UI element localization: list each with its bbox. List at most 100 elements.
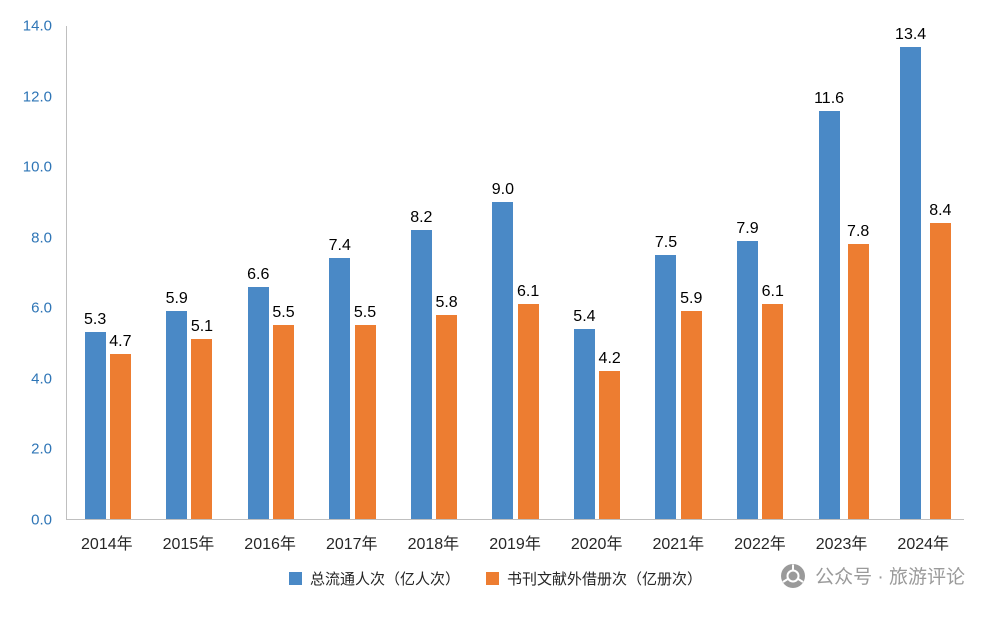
legend-swatch-icon bbox=[288, 572, 302, 585]
bar-series-2 bbox=[929, 223, 951, 519]
bar-group: 13.4 8.4 bbox=[882, 26, 964, 519]
bar-column: 8.4 bbox=[929, 26, 951, 519]
bar-column: 5.8 bbox=[435, 26, 458, 519]
bar-column: 13.4 bbox=[895, 26, 926, 519]
y-tick-label: 2.0 bbox=[31, 440, 52, 458]
y-tick-label: 10.0 bbox=[22, 158, 52, 176]
watermark-text: 公众号 · 旅游评论 bbox=[815, 567, 965, 588]
y-tick-label: 4.0 bbox=[31, 370, 52, 388]
legend-swatch-icon bbox=[486, 572, 499, 585]
x-axis-label: 2014年 bbox=[81, 536, 133, 553]
x-axis-label: 2022年 bbox=[734, 536, 786, 553]
bar-series-2 bbox=[191, 339, 213, 519]
bar-column: 5.9 bbox=[166, 26, 188, 519]
bar-column: 8.2 bbox=[410, 26, 432, 519]
bar-value-label: 7.8 bbox=[847, 223, 870, 241]
x-axis-label: 2024年 bbox=[897, 536, 950, 553]
bar-value-label: 5.8 bbox=[435, 293, 458, 311]
bar-group: 5.4 4.2 bbox=[556, 26, 638, 519]
bar-value-label: 5.9 bbox=[680, 290, 703, 308]
bar-value-label: 4.2 bbox=[598, 350, 621, 368]
y-tick-label: 8.0 bbox=[31, 229, 52, 247]
watermark-logo-icon bbox=[781, 563, 806, 588]
bar-value-label: 8.2 bbox=[410, 209, 433, 227]
plot-area: 5.3 4.7 5.9 5.1 6.6 5.5 7.4 5.5 8.2 5.8 9.0 6.1 5.4 4… bbox=[66, 26, 964, 520]
bar-value-label: 7.5 bbox=[654, 233, 678, 251]
bar-value-label: 5.1 bbox=[190, 318, 214, 336]
y-tick-label: 12.0 bbox=[22, 88, 52, 106]
watermark: 公众号 · 旅游评论 bbox=[780, 562, 965, 589]
bar-value-label: 5.5 bbox=[272, 304, 295, 322]
bar-series-2 bbox=[272, 325, 294, 519]
bar-series-2 bbox=[517, 304, 539, 519]
bar-series-1 bbox=[818, 110, 840, 519]
legend-label: 书刊文献外借册次（亿册次） bbox=[507, 571, 703, 588]
x-axis-label: 2021年 bbox=[652, 536, 705, 553]
bar-column: 6.1 bbox=[517, 26, 539, 519]
x-axis-label: 2023年 bbox=[815, 536, 868, 553]
bar-value-label: 9.0 bbox=[491, 181, 514, 199]
bar-series-2 bbox=[762, 304, 784, 519]
y-tick-label: 14.0 bbox=[22, 17, 52, 35]
bar-series-1 bbox=[492, 202, 514, 519]
bar-column: 4.2 bbox=[599, 26, 621, 519]
legend-label: 总流通人次（亿人次） bbox=[309, 571, 460, 588]
bar-column: 5.5 bbox=[272, 26, 295, 519]
bar-value-label: 6.1 bbox=[761, 283, 784, 301]
bar-series-1 bbox=[900, 47, 922, 519]
x-axis-label: 2017年 bbox=[325, 536, 378, 553]
bar-column: 7.5 bbox=[655, 26, 677, 519]
bar-value-label: 11.6 bbox=[814, 89, 845, 107]
legend-item: 书刊文献外借册次（亿册次） bbox=[486, 568, 702, 589]
x-axis-label: 2020年 bbox=[570, 536, 623, 553]
bar-column: 5.1 bbox=[191, 26, 213, 519]
bar-series-1 bbox=[737, 240, 759, 519]
bar-group: 7.5 5.9 bbox=[638, 26, 720, 519]
y-tick-label: 6.0 bbox=[31, 299, 52, 317]
bar-value-label: 7.4 bbox=[328, 237, 351, 255]
bar-series-1 bbox=[329, 258, 351, 519]
bar-series-2 bbox=[680, 311, 702, 519]
bar-series-2 bbox=[599, 371, 621, 519]
bar-group: 8.2 5.8 bbox=[393, 26, 475, 519]
bar-column: 7.8 bbox=[847, 26, 869, 519]
bar-value-label: 13.4 bbox=[895, 26, 927, 44]
bar-group: 7.9 6.1 bbox=[719, 26, 801, 519]
bar-value-label: 5.3 bbox=[84, 311, 107, 329]
bar-group: 7.4 5.5 bbox=[312, 26, 394, 519]
bar-series-2 bbox=[354, 325, 376, 519]
bar-column: 6.1 bbox=[762, 26, 784, 519]
x-axis-labels: 2014年 2015年 2016年 2017年 2018年 2019年 2020年 2021年… bbox=[66, 530, 964, 554]
bar-series-1 bbox=[166, 311, 188, 519]
bar-series-1 bbox=[247, 286, 269, 519]
bar-series-2 bbox=[436, 314, 458, 519]
bar-column: 4.7 bbox=[109, 26, 132, 519]
bar-series-2 bbox=[847, 244, 869, 519]
bar-series-1 bbox=[655, 254, 677, 519]
bar-group: 5.3 4.7 bbox=[67, 26, 149, 519]
x-axis-label: 2018年 bbox=[407, 536, 460, 553]
bar-value-label: 7.9 bbox=[736, 219, 759, 237]
bar-column: 6.6 bbox=[247, 26, 269, 519]
bar-column: 5.5 bbox=[354, 26, 376, 519]
bar-value-label: 8.4 bbox=[929, 202, 952, 220]
bar-value-label: 5.4 bbox=[573, 307, 596, 325]
y-tick-label: 0.0 bbox=[31, 511, 52, 529]
bar-series-1 bbox=[84, 332, 106, 519]
bar-group: 6.6 5.5 bbox=[230, 26, 312, 519]
bar-series-2 bbox=[109, 353, 131, 519]
legend: 总流通人次（亿人次） 书刊文献外借册次（亿册次） bbox=[0, 568, 991, 589]
x-axis-label: 2016年 bbox=[244, 536, 296, 553]
bar-value-label: 5.5 bbox=[353, 304, 377, 322]
x-axis-label: 2019年 bbox=[489, 536, 541, 553]
legend-item: 总流通人次（亿人次） bbox=[288, 568, 460, 589]
y-axis: 14.0 12.0 10.0 8.0 6.0 4.0 2.0 0.0 bbox=[0, 19, 60, 528]
bar-value-label: 5.9 bbox=[165, 290, 188, 308]
bar-groups: 5.3 4.7 5.9 5.1 6.6 5.5 7.4 5.5 8.2 5.8 9.0 6.1 5.4 4… bbox=[67, 26, 964, 519]
bar-column: 7.4 bbox=[329, 26, 351, 519]
bar-column: 5.4 bbox=[573, 26, 596, 519]
bar-column: 5.3 bbox=[84, 26, 106, 519]
x-axis-label: 2015年 bbox=[162, 536, 215, 553]
bar-group: 11.6 7.8 bbox=[801, 26, 883, 519]
